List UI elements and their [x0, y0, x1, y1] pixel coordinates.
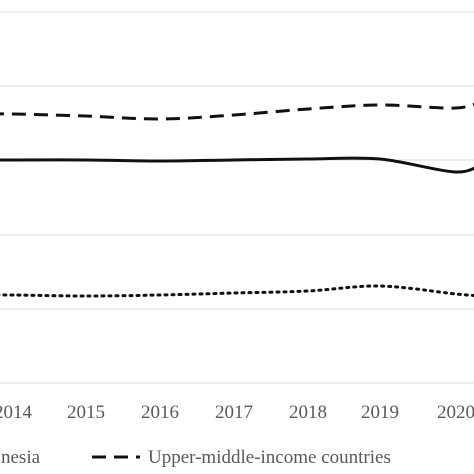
legend-label-umic: Upper-middle-income countries [148, 447, 391, 468]
series-lines [0, 102, 474, 298]
series-line-indonesia [0, 156, 474, 174]
x-tick-label: 2019 [361, 402, 399, 423]
series-line-umic [0, 102, 474, 121]
legend: nesia Upper-middle-income countries [1, 447, 391, 468]
series-line-third [0, 284, 474, 298]
x-tick-label: 2015 [67, 402, 105, 423]
gridlines [0, 11, 474, 384]
x-tick-label: 2018 [289, 402, 327, 423]
legend-label-indonesia: nesia [1, 447, 41, 468]
x-axis-ticks: 2014 2015 2016 2017 2018 2019 2020 [0, 402, 474, 423]
x-tick-label: 2020 [437, 402, 474, 423]
x-tick-label: 2017 [215, 402, 253, 423]
x-tick-label: 2014 [0, 402, 33, 423]
x-tick-label: 2016 [141, 402, 179, 423]
